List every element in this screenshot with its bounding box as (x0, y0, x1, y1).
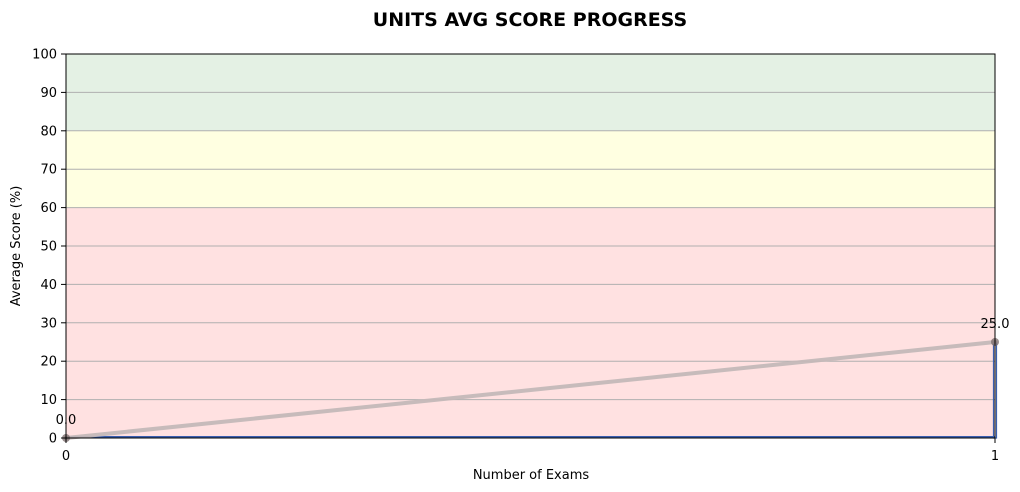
y-tick-label-4: 40 (40, 278, 57, 293)
y-tick-label-9: 90 (40, 86, 57, 101)
y-tick-label-5: 50 (40, 240, 57, 255)
chart-title: UNITS AVG SCORE PROGRESS (373, 9, 687, 31)
y-tick-label-2: 20 (40, 355, 57, 370)
gridlines (66, 53, 995, 439)
y-tick-label-0: 0 (49, 432, 57, 447)
x-tick-label-1: 1 (991, 449, 999, 464)
y-tick-label-10: 100 (32, 48, 57, 63)
y-tick-label-8: 80 (40, 124, 57, 139)
y-axis-label: Average Score (%) (9, 186, 24, 307)
y-tick-label-6: 60 (40, 201, 57, 216)
x-axis-label: Number of Exams (473, 468, 590, 483)
y-axis-ticks: 0 10 20 30 40 50 60 70 80 90 100 (32, 48, 66, 447)
y-tick-label-7: 70 (40, 163, 57, 178)
plot-data: 0.025.0 (56, 317, 1009, 442)
series-line (64, 340, 997, 440)
y-tick-label-3: 30 (40, 316, 57, 331)
y-tick-label-1: 10 (40, 393, 57, 408)
x-tick-label-0: 0 (62, 449, 70, 464)
